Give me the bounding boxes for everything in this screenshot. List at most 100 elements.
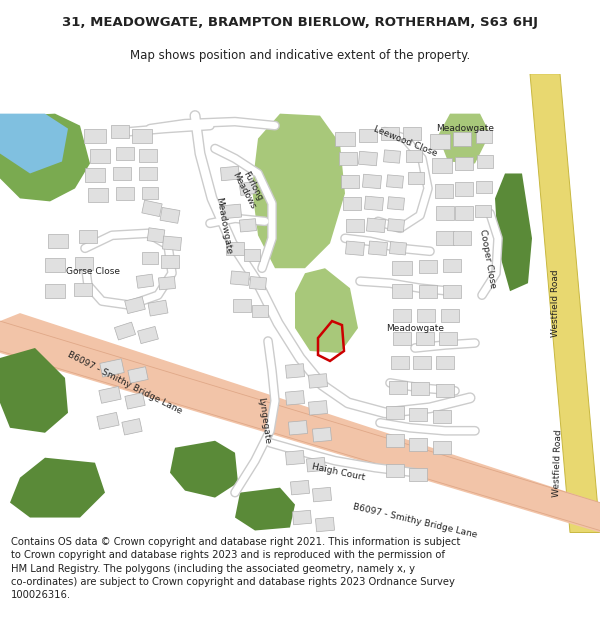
Polygon shape — [409, 468, 427, 481]
Polygon shape — [99, 386, 121, 403]
Polygon shape — [436, 356, 454, 369]
Polygon shape — [408, 173, 424, 184]
Polygon shape — [476, 181, 492, 193]
Polygon shape — [220, 166, 239, 181]
Polygon shape — [97, 412, 119, 429]
Polygon shape — [393, 309, 411, 322]
Polygon shape — [413, 356, 431, 369]
Polygon shape — [453, 132, 471, 146]
Polygon shape — [392, 284, 412, 298]
Polygon shape — [367, 218, 386, 232]
Polygon shape — [235, 488, 295, 531]
Polygon shape — [416, 331, 434, 344]
Polygon shape — [170, 441, 238, 498]
Polygon shape — [389, 242, 406, 255]
Polygon shape — [358, 151, 377, 166]
Polygon shape — [100, 359, 124, 377]
Polygon shape — [455, 206, 473, 221]
Polygon shape — [250, 276, 266, 290]
Polygon shape — [286, 451, 305, 465]
Polygon shape — [74, 282, 92, 296]
Polygon shape — [409, 438, 427, 451]
Polygon shape — [115, 322, 136, 340]
Polygon shape — [122, 419, 142, 435]
Polygon shape — [383, 150, 400, 163]
Polygon shape — [409, 408, 427, 421]
Polygon shape — [432, 158, 452, 173]
Polygon shape — [392, 261, 412, 275]
Polygon shape — [286, 364, 305, 378]
Polygon shape — [364, 196, 383, 211]
Polygon shape — [84, 129, 106, 142]
Text: 31, MEADOWGATE, BRAMPTON BIERLOW, ROTHERHAM, S63 6HJ: 31, MEADOWGATE, BRAMPTON BIERLOW, ROTHER… — [62, 16, 538, 29]
Polygon shape — [147, 228, 165, 243]
Text: Lyngegate: Lyngegate — [256, 397, 272, 445]
Polygon shape — [0, 114, 68, 174]
Polygon shape — [388, 219, 404, 232]
Polygon shape — [362, 174, 382, 189]
Polygon shape — [475, 206, 491, 217]
Polygon shape — [116, 147, 134, 160]
Polygon shape — [132, 129, 152, 142]
Polygon shape — [252, 305, 268, 317]
Polygon shape — [292, 510, 311, 525]
Text: Map shows position and indicative extent of the property.: Map shows position and indicative extent… — [130, 49, 470, 62]
Polygon shape — [476, 130, 492, 143]
Text: Gorse Close: Gorse Close — [66, 267, 120, 276]
Polygon shape — [346, 241, 365, 256]
Polygon shape — [79, 230, 97, 242]
Polygon shape — [137, 326, 158, 344]
Polygon shape — [142, 200, 162, 217]
Text: Meadowgate: Meadowgate — [215, 196, 233, 254]
Polygon shape — [341, 175, 359, 188]
Polygon shape — [443, 284, 461, 298]
Polygon shape — [45, 284, 65, 298]
Polygon shape — [286, 391, 305, 405]
Polygon shape — [136, 274, 154, 288]
Polygon shape — [430, 134, 450, 149]
Polygon shape — [436, 231, 454, 245]
Polygon shape — [386, 406, 404, 419]
Polygon shape — [455, 182, 473, 196]
Polygon shape — [346, 219, 364, 232]
Polygon shape — [295, 268, 358, 353]
Polygon shape — [435, 184, 453, 198]
Polygon shape — [308, 374, 328, 388]
Polygon shape — [419, 284, 437, 298]
Polygon shape — [453, 231, 471, 245]
Polygon shape — [160, 208, 180, 223]
Polygon shape — [386, 434, 404, 447]
Polygon shape — [316, 518, 335, 532]
Polygon shape — [0, 348, 68, 432]
Polygon shape — [226, 242, 244, 255]
Polygon shape — [441, 309, 459, 322]
Polygon shape — [113, 167, 131, 180]
Polygon shape — [148, 300, 168, 316]
Polygon shape — [313, 428, 332, 442]
Text: Meadowgate: Meadowgate — [436, 124, 494, 133]
Polygon shape — [530, 74, 600, 532]
Polygon shape — [0, 313, 600, 532]
Polygon shape — [308, 401, 328, 415]
Polygon shape — [368, 241, 388, 256]
Polygon shape — [391, 356, 409, 369]
Polygon shape — [307, 458, 326, 472]
Polygon shape — [406, 149, 422, 161]
Text: Meadowgate: Meadowgate — [386, 324, 444, 332]
Text: Leewood Close: Leewood Close — [372, 125, 438, 158]
Polygon shape — [111, 125, 129, 138]
Polygon shape — [85, 169, 105, 182]
Polygon shape — [411, 382, 429, 396]
Polygon shape — [313, 488, 332, 502]
Text: Westfield Road: Westfield Road — [551, 269, 560, 337]
Polygon shape — [158, 276, 175, 290]
Polygon shape — [128, 367, 148, 383]
Polygon shape — [289, 421, 308, 435]
Polygon shape — [116, 187, 134, 200]
Polygon shape — [439, 331, 457, 344]
Polygon shape — [339, 152, 357, 165]
Polygon shape — [142, 253, 158, 264]
Polygon shape — [438, 114, 490, 164]
Polygon shape — [230, 271, 250, 286]
Polygon shape — [252, 114, 345, 268]
